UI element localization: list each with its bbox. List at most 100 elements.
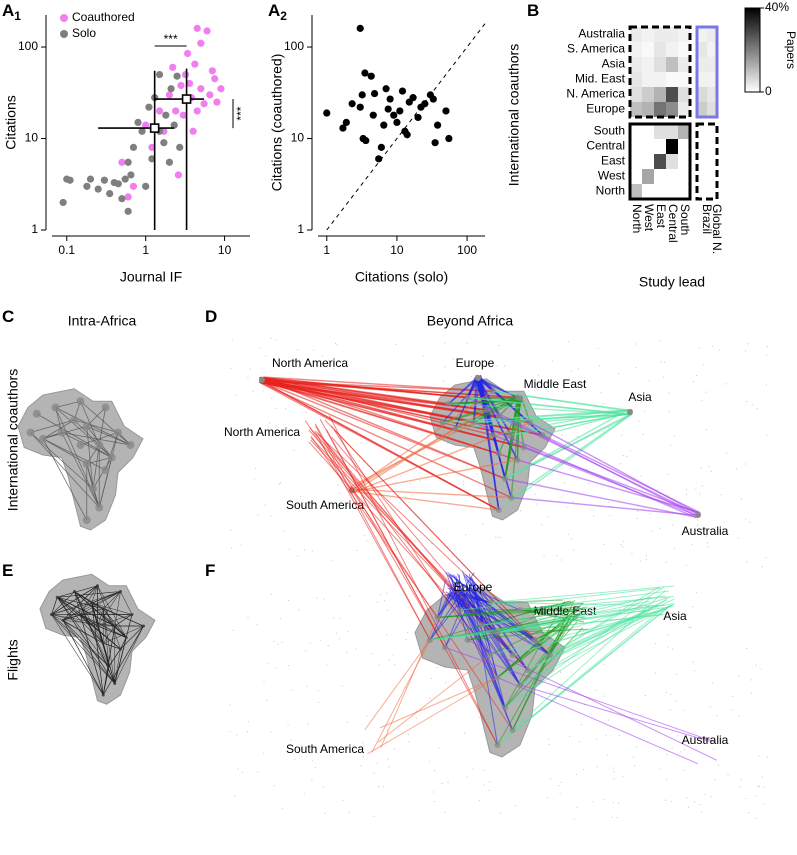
world-dot: [582, 768, 584, 771]
point: [442, 107, 450, 115]
world-dot: [649, 513, 651, 515]
network-edge: [103, 625, 115, 644]
world-dot: [576, 435, 578, 437]
world-dot: [669, 708, 671, 711]
point: [390, 111, 398, 119]
network-edge: [108, 648, 121, 667]
world-dot: [415, 710, 417, 712]
network-edge: [529, 413, 628, 424]
world-dot: [514, 804, 516, 807]
world-dot: [442, 380, 444, 382]
world-dot: [569, 467, 571, 470]
world-dot: [640, 400, 642, 402]
world-dot: [307, 723, 309, 725]
column-label: South: [678, 204, 692, 235]
heat-cell: [707, 42, 717, 57]
panel-letter: B: [527, 1, 539, 20]
y-axis-label: Citations: [3, 95, 19, 149]
city-node: [82, 516, 91, 524]
world-dot: [416, 717, 418, 719]
point: [121, 175, 129, 183]
row-label: International coauthors: [5, 369, 21, 511]
world-dot: [668, 392, 670, 394]
world-dot: [695, 374, 698, 377]
world-dot: [263, 681, 265, 683]
block-border: [695, 25, 719, 119]
point: [177, 81, 185, 90]
significance: ***: [164, 32, 178, 46]
region-label: North America: [272, 356, 348, 370]
world-dot: [247, 616, 249, 618]
world-dot: [629, 449, 631, 452]
point: [185, 79, 194, 88]
world-dot: [570, 538, 573, 540]
world-dot: [710, 470, 712, 472]
world-dot: [654, 642, 657, 645]
region-label: Middle East: [524, 377, 587, 391]
point: [356, 24, 364, 32]
city-node: [50, 613, 53, 616]
world-dot: [761, 776, 763, 778]
city-node: [82, 422, 91, 431]
heat-cell: [642, 42, 654, 57]
world-dot: [607, 754, 609, 756]
region-label: Asia: [628, 390, 652, 404]
point: [421, 100, 429, 108]
world-dot: [305, 650, 307, 652]
row-label: Europe: [586, 102, 625, 116]
heat-cell: [654, 139, 666, 154]
network-edge: [497, 607, 664, 746]
world-dot: [610, 563, 612, 565]
world-dot: [268, 422, 271, 424]
world-dot: [632, 756, 634, 758]
world-dot: [556, 554, 558, 557]
world-dot: [622, 775, 624, 777]
world-dot: [236, 734, 238, 736]
city-node: [57, 428, 66, 437]
heat-cell: [666, 102, 678, 117]
world-dot: [232, 629, 234, 632]
world-dot: [720, 494, 723, 496]
world-dot: [466, 776, 468, 778]
heat-cell: [642, 139, 654, 154]
point: [162, 111, 170, 119]
city-node: [90, 601, 94, 605]
network-edge: [364, 639, 431, 730]
world-dot: [676, 673, 678, 675]
heat-cell: [678, 72, 690, 87]
world-dot: [311, 760, 313, 762]
world-dot: [602, 403, 604, 405]
colorbar: [744, 7, 761, 93]
world-dot: [358, 460, 360, 462]
network-edge: [504, 408, 629, 480]
point: [184, 49, 192, 58]
network-edge: [74, 591, 104, 644]
world-dot: [757, 785, 759, 787]
world-dot: [705, 429, 707, 431]
world-dot: [613, 778, 615, 780]
city-node: [489, 432, 496, 438]
city-node: [70, 416, 79, 424]
world-dot: [552, 360, 554, 362]
city-node: [124, 636, 128, 639]
world-dot: [254, 467, 257, 470]
world-dot: [229, 704, 231, 706]
world-dot: [436, 666, 438, 668]
world-dot: [334, 342, 337, 344]
world-dot: [321, 355, 323, 357]
row-label: Asia: [602, 57, 626, 71]
world-dot: [333, 617, 335, 619]
mean-marker: [181, 94, 192, 104]
world-dot: [746, 561, 748, 563]
world-dot: [714, 526, 716, 528]
world-dot: [654, 672, 656, 674]
y-tick-label: 1: [297, 222, 304, 236]
world-dot: [644, 695, 647, 697]
heat-cell: [654, 87, 666, 102]
world-dot: [659, 528, 661, 530]
heat-cell: [707, 27, 717, 42]
heat-cell: [666, 27, 678, 42]
world-dot: [758, 785, 760, 787]
world-dot: [441, 782, 443, 784]
network-edge: [529, 421, 701, 516]
